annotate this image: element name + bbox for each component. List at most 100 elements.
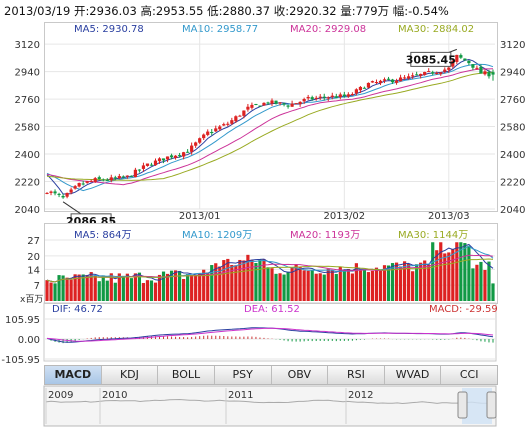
tab-psy[interactable]: PSY <box>215 366 272 384</box>
volume-ma-legend: MA5: 864万 MA10: 1209万 MA20: 1193万 MA30: … <box>44 226 496 241</box>
price-ytick-left: 2760 <box>15 95 40 106</box>
candle-body <box>475 67 479 69</box>
candle-body <box>182 152 186 157</box>
candle-body <box>206 131 210 135</box>
tab-cci[interactable]: CCI <box>459 368 479 381</box>
macd-ytick: -105.95 <box>1 355 40 366</box>
candle-body <box>451 61 455 67</box>
candle-body <box>161 158 166 161</box>
legend-vol-ma5: MA5: 864万 <box>74 230 132 241</box>
candle-body <box>346 94 350 97</box>
candle-body <box>266 102 270 104</box>
legend-ma5: MA5: 2930.78 <box>74 24 144 35</box>
volume-ytick: 14 <box>27 265 40 276</box>
legend-ma30: MA30: 2884.02 <box>398 24 475 35</box>
candle-body <box>479 66 483 74</box>
price-ytick-right: 2400 <box>500 150 525 161</box>
candle-body <box>390 79 395 83</box>
candle-body <box>153 160 158 166</box>
candle-body <box>487 72 491 77</box>
candle-body <box>298 101 302 105</box>
candle-body <box>242 110 246 116</box>
candle-body <box>455 54 459 62</box>
candle-body <box>61 195 65 198</box>
candle-body <box>157 158 162 162</box>
candle-body <box>443 69 447 72</box>
tab-macd[interactable]: MACD <box>45 366 102 384</box>
candle-body <box>378 80 383 83</box>
price-ytick-left: 2580 <box>15 123 40 134</box>
candle-body <box>254 103 258 105</box>
legend-vol-ma30: MA30: 1144万 <box>398 230 469 241</box>
legend-dea: DEA: 61.52 <box>244 304 300 315</box>
candle-body <box>314 97 318 99</box>
tab-obv[interactable]: OBV <box>272 366 329 384</box>
price-ma10-line <box>46 63 494 192</box>
price-ytick-left: 2940 <box>15 68 40 79</box>
tab-boll[interactable]: BOLL <box>158 366 215 384</box>
candle-body <box>69 189 73 193</box>
candle-body <box>278 102 282 104</box>
candle-body <box>141 165 146 169</box>
macd-legend: DIF: 46.72 DEA: 61.52 MACD: -29.59 <box>44 304 498 318</box>
candle-body <box>186 151 190 153</box>
candle-body <box>65 192 69 197</box>
price-chart[interactable]: 3120 3120 2940 2940 2760 2760 2580 2580 2400 2400… <box>0 0 526 232</box>
candle-body <box>439 72 443 74</box>
candle-body <box>386 78 391 80</box>
candle-body <box>322 96 326 98</box>
candle-body <box>411 75 415 77</box>
candle-body <box>362 87 367 89</box>
candle-body <box>435 72 439 74</box>
candle-body <box>173 155 178 158</box>
candle-body <box>49 191 53 193</box>
price-ytick-right: 2580 <box>500 123 525 134</box>
navigator-selected-range <box>462 388 492 424</box>
candle-body <box>202 134 206 139</box>
candle-body <box>165 156 170 160</box>
candle-body <box>415 74 419 76</box>
navigator-handle-right <box>486 391 497 419</box>
price-ytick-right: 2760 <box>500 95 525 106</box>
macd-dea-line <box>46 327 494 342</box>
candle-body <box>226 123 230 125</box>
candle-body <box>129 175 133 177</box>
candle-body <box>354 89 358 94</box>
macd-ytick: 105.95 <box>5 315 40 326</box>
candle-body <box>222 124 226 126</box>
tab-kdj[interactable]: KDJ <box>102 366 159 384</box>
volume-ytick: 27 <box>27 236 40 247</box>
candle-body <box>274 100 278 104</box>
candle-body <box>57 193 61 195</box>
candle-body <box>73 186 77 189</box>
navigator-line <box>45 398 492 405</box>
candle-body <box>483 71 487 75</box>
candle-body <box>145 163 150 166</box>
candle-body <box>81 183 85 185</box>
tab-wvad[interactable]: WVAD <box>385 366 442 384</box>
candle-body <box>290 103 294 107</box>
price-ytick-right: 3120 <box>500 40 525 51</box>
legend-dif: DIF: 46.72 <box>52 304 103 315</box>
candle-body <box>113 177 117 179</box>
volume-ytick: 20 <box>27 252 40 263</box>
candle-body <box>218 126 222 130</box>
price-ma30-line <box>46 71 494 181</box>
candle-body <box>366 82 371 88</box>
navigator-handle-left <box>457 391 468 419</box>
candle-body <box>306 96 310 99</box>
candle-body <box>117 176 121 179</box>
navigator-frame <box>43 385 497 427</box>
candle-body <box>419 73 423 76</box>
candle-body <box>270 100 274 104</box>
candle-body <box>342 94 346 97</box>
navigator-year-label: 2010 <box>102 390 127 401</box>
candle-body <box>89 180 93 182</box>
tab-rsi[interactable]: RSI <box>328 366 385 384</box>
legend-vol-ma10: MA10: 1209万 <box>182 230 253 241</box>
candle-body <box>382 79 387 81</box>
candle-body <box>101 179 105 181</box>
macd-ytick: 0.00 <box>18 335 40 346</box>
price-ma-legend: MA5: 2930.78 MA10: 2958.77 MA20: 2929.08… <box>44 24 496 38</box>
candle-body <box>326 97 330 99</box>
